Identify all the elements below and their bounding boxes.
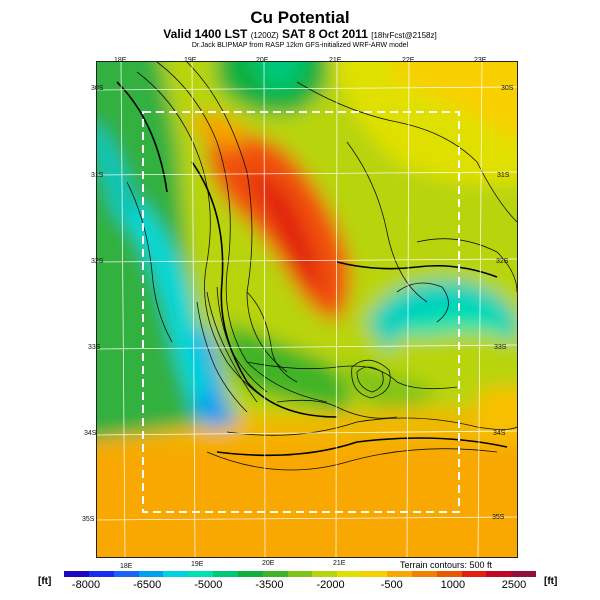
colorbar-unit-left: [ft]: [38, 576, 52, 587]
colorbar-swatch: [138, 571, 164, 577]
map-canvas: [97, 62, 517, 557]
inner-domain-box: [142, 111, 460, 513]
colorbar-unit-right: [ft]: [544, 576, 558, 587]
model-credit: Dr.Jack BLIPMAP from RASP 12km GFS-initi…: [191, 42, 409, 49]
colorbar-swatch: [113, 571, 139, 577]
colorbar-labels: -8000 -6500 -5000 -3500 -2000 -500 1000 2500: [64, 579, 536, 593]
lat-tick-left: 35S: [82, 516, 95, 523]
lat-tick-right: 31S: [497, 172, 510, 179]
lat-tick-right: 30S: [501, 85, 514, 92]
colorbar-swatch: [262, 571, 288, 577]
colorbar-swatch: [486, 571, 512, 577]
colorbar-swatch: [237, 571, 263, 577]
lon-tick-top: 19E: [184, 57, 197, 64]
forecast-info: [18hrFcst@2158z]: [371, 31, 437, 40]
map-title: Cu Potential: [250, 8, 350, 27]
colorbar-label: -5000: [194, 579, 223, 591]
cu-potential-map[interactable]: [96, 61, 518, 558]
colorbar-swatch: [511, 571, 537, 577]
colorbar: [64, 571, 537, 577]
lat-lon-grid: [97, 62, 517, 557]
terrain-contours-major: [116, 81, 508, 457]
colorbar-swatch: [337, 571, 363, 577]
lat-tick-left: 32S: [91, 258, 104, 265]
lat-tick-left: 34S: [84, 430, 97, 437]
lat-tick-left: 30S: [91, 85, 104, 92]
colorbar-swatch: [436, 571, 462, 577]
terrain-contours: [126, 62, 517, 471]
map-subtitle: Valid 1400 LST (1200Z) SAT 8 Oct 2011 [1…: [0, 27, 600, 41]
lat-tick-right: 33S: [494, 344, 507, 351]
lon-tick-top: 18E: [114, 57, 127, 64]
colorbar-label: -500: [380, 579, 403, 591]
colorbar-swatch: [163, 571, 189, 577]
colorbar-label: 1000: [440, 579, 466, 591]
colorbar-swatch: [287, 571, 313, 577]
lat-tick-right: 32S: [496, 258, 509, 265]
cu-potential-field: [97, 62, 517, 557]
colorbar-label: 2500: [501, 579, 527, 591]
lon-tick-bottom: 19E: [191, 561, 204, 568]
colorbar-label: -8000: [71, 579, 101, 591]
lat-tick-left: 31S: [91, 172, 104, 179]
colorbar-label: -2000: [316, 579, 345, 591]
lat-tick-right: 34S: [493, 430, 506, 437]
valid-time: Valid 1400 LST: [163, 27, 248, 41]
colorbar-swatch: [188, 571, 214, 577]
colorbar-swatch: [88, 571, 114, 577]
colorbar-swatch: [461, 571, 487, 577]
lon-tick-top: 21E: [329, 57, 342, 64]
lon-tick-bottom: 18E: [120, 563, 133, 570]
lat-tick-right: 35S: [492, 514, 505, 521]
lon-tick-bottom: 20E: [262, 560, 275, 567]
lon-tick-top: 22E: [402, 57, 415, 64]
lon-tick-top: 20E: [256, 57, 269, 64]
colorbar-swatch: [213, 571, 238, 577]
colorbar-swatch: [362, 571, 387, 577]
terrain-contour-note: Terrain contours: 500 ft: [400, 560, 493, 570]
colorbar-label: -3500: [255, 579, 284, 591]
valid-date: SAT 8 Oct 2011: [282, 27, 368, 41]
colorbar-label: -6500: [133, 579, 162, 591]
colorbar-swatch: [386, 571, 412, 577]
lat-tick-left: 33S: [88, 344, 101, 351]
colorbar-swatch: [312, 571, 338, 577]
colorbar-swatch: [64, 571, 89, 577]
utc-time: (1200Z): [250, 31, 279, 40]
colorbar-swatch: [411, 571, 437, 577]
lon-tick-bottom: 21E: [333, 560, 346, 567]
lon-tick-top: 23E: [474, 57, 487, 64]
